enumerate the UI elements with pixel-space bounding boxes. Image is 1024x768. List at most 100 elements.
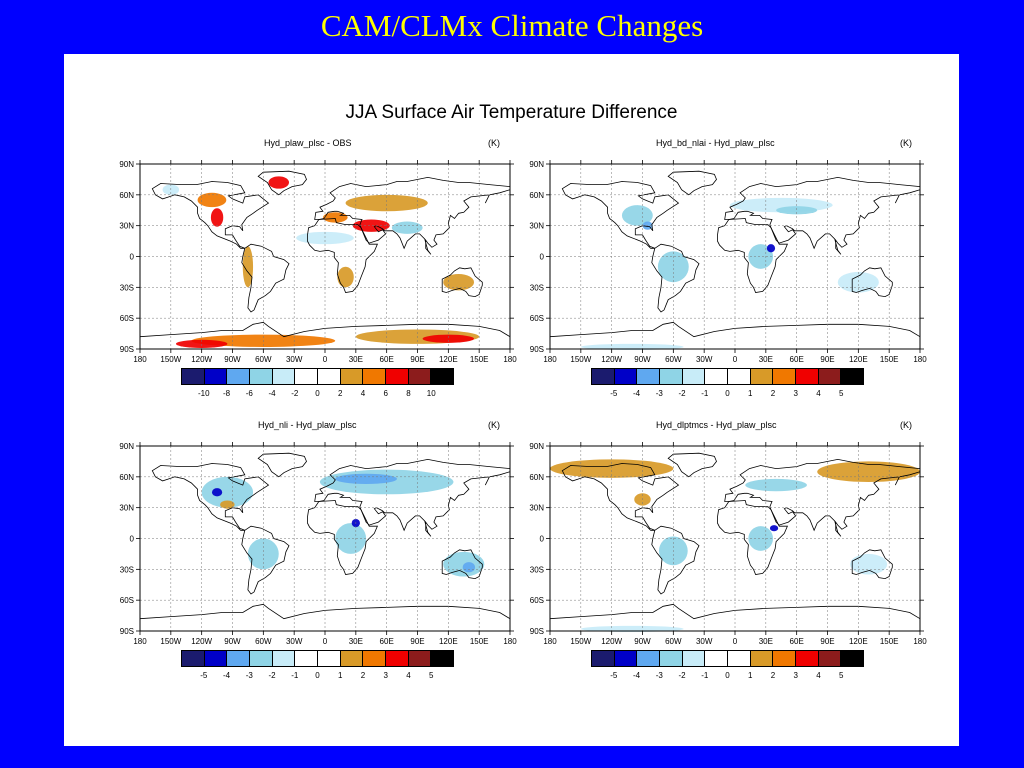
colorbar-swatch: [637, 651, 661, 666]
colorbar-swatch: [818, 369, 842, 384]
lon-tick-label: 90E: [410, 355, 424, 364]
figure-title: JJA Surface Air Temperature Difference: [345, 102, 678, 123]
colorbar-swatch: [408, 369, 432, 384]
anomaly-region: [766, 244, 776, 253]
lat-tick-label: 30N: [119, 504, 134, 513]
colorbar-swatch: [408, 651, 432, 666]
colorbar-swatch: [250, 651, 273, 666]
colorbar-swatch: [592, 369, 615, 384]
anomaly-region: [745, 478, 807, 492]
anomaly-region: [580, 625, 684, 633]
map-title-nli: Hyd_nli - Hyd_plaw_plsc: [258, 420, 357, 430]
colorbar-labels-obs: -10 -8 -6 -4 -2 0 2 4 6 8 10: [181, 389, 454, 401]
lon-tick-label: 60W: [255, 637, 272, 646]
colorbar-swatch: [818, 651, 842, 666]
anomaly-region: [837, 271, 879, 293]
colorbar-level-label: -1: [701, 389, 709, 398]
lon-tick-label: 0: [733, 355, 738, 364]
colorbar-level-label: -6: [245, 389, 253, 398]
coastline-australia: [441, 549, 483, 580]
coastline-africa: [717, 218, 789, 293]
map-units-nli: (K): [488, 420, 500, 430]
colorbar-swatch: [318, 651, 341, 666]
anomaly-region: [335, 523, 367, 554]
colorbar-swatch: [841, 369, 864, 384]
lat-tick-label: 0: [130, 535, 135, 544]
colorbar-level-label: -4: [222, 671, 231, 680]
coastline-africa: [717, 500, 789, 575]
lat-tick-label: 90N: [529, 160, 544, 169]
colorbar-swatch: [614, 651, 638, 666]
lon-tick-label: 90W: [224, 637, 241, 646]
colorbar-swatch: [728, 369, 751, 384]
anomaly-region: [345, 194, 428, 212]
lon-tick-label: 150W: [570, 637, 591, 646]
colorbar-level-label: 1: [748, 671, 753, 680]
colorbar-swatch: [272, 651, 296, 666]
map-units-dlptmcs: (K): [900, 420, 912, 430]
colorbar-level-label: 4: [360, 389, 366, 398]
colorbar-swatch: [431, 651, 454, 666]
lon-tick-label: 90E: [820, 637, 834, 646]
lon-tick-label: 150E: [880, 355, 899, 364]
colorbar-swatch: [386, 369, 409, 384]
colorbar-labels-bd-nlai: -5 -4 -3 -2 -1 0 1 2 3 4 5: [591, 389, 864, 401]
lon-tick-label: 180: [503, 637, 517, 646]
colorbar-level-label: -1: [701, 671, 709, 680]
lat-tick-label: 90N: [119, 160, 134, 169]
lon-tick-label: 120E: [439, 637, 458, 646]
anomaly-region: [422, 334, 475, 343]
lon-tick-label: 120E: [849, 355, 868, 364]
lon-tick-label: 180: [543, 637, 557, 646]
coastline-north-america: [151, 463, 270, 531]
colorbar-level-label: 5: [839, 671, 844, 680]
anomaly-region: [247, 538, 279, 570]
lat-tick-label: 90S: [530, 627, 544, 636]
colorbar-labels-nli: -5 -4 -3 -2 -1 0 1 2 3 4 5: [181, 671, 454, 683]
anomaly-region: [268, 176, 290, 189]
lon-tick-label: 180: [133, 355, 147, 364]
coastline-south-america: [241, 525, 290, 595]
lon-tick-label: 30W: [286, 637, 303, 646]
colorbar-level-label: 8: [406, 389, 411, 398]
anomaly-region: [580, 343, 684, 351]
colorbar-level-label: 4: [406, 671, 411, 680]
colorbar-level-label: -5: [610, 389, 618, 398]
coastline-eurasia: [314, 176, 511, 255]
lon-tick-label: 60W: [665, 637, 682, 646]
anomaly-region: [769, 525, 779, 532]
anomaly-region: [657, 251, 689, 283]
lat-tick-label: 90S: [530, 345, 544, 354]
colorbar-level-label: 1: [748, 389, 753, 398]
colorbar-swatch: [295, 369, 319, 384]
colorbar-level-label: -4: [632, 671, 641, 680]
colorbar-level-label: 6: [383, 389, 388, 398]
colorbar-swatch: [637, 369, 661, 384]
lon-tick-label: 120W: [191, 355, 212, 364]
colorbar-swatch: [773, 369, 797, 384]
coastline-australia: [851, 549, 893, 580]
colorbar-swatch: [182, 369, 205, 384]
lon-tick-label: 60E: [790, 355, 804, 364]
colorbar-obs: [181, 368, 454, 385]
anomaly-region: [210, 208, 224, 227]
map-obs: 180 150W 120W 90W 60W 30W 0 30E 60E 90E 120E 150E 18…: [119, 160, 517, 364]
lon-tick-label: 30E: [759, 355, 773, 364]
map-title-dlptmcs: Hyd_dlptmcs - Hyd_plaw_plsc: [656, 420, 777, 430]
map-dlptmcs: 180 150W 120W 90W 60W 30W 0 30E 60E 90E 120E 150E 18…: [529, 442, 927, 646]
coastline-greenland: [257, 170, 307, 196]
colorbar-level-label: 2: [360, 671, 366, 680]
coastline-south-america: [651, 525, 700, 595]
colorbar-swatch: [318, 369, 341, 384]
colorbar-level-label: 4: [816, 389, 821, 398]
colorbar-level-label: 1: [338, 671, 343, 680]
colorbar-swatch: [750, 651, 774, 666]
colorbar-level-label: 10: [426, 389, 436, 398]
lon-tick-label: 90E: [410, 637, 424, 646]
colorbar-swatch: [227, 651, 251, 666]
lat-tick-label: 30S: [530, 283, 544, 292]
anomaly-region: [443, 551, 485, 577]
lon-tick-label: 120W: [601, 637, 622, 646]
lon-tick-label: 180: [503, 355, 517, 364]
coastline-eurasia: [314, 458, 511, 537]
